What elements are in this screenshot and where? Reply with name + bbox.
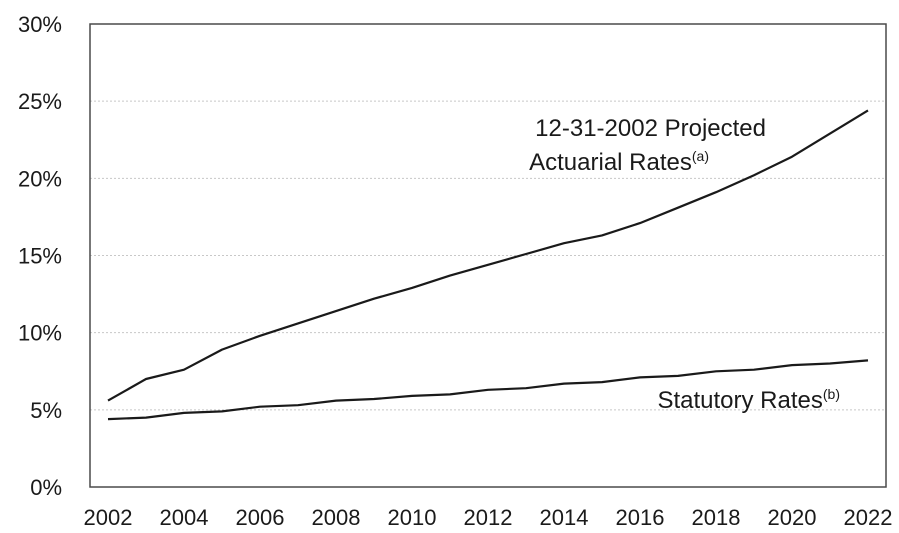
series-lines (107, 109, 869, 421)
series-line-statutory-rates (107, 359, 869, 421)
series-label-statutory-footnote: (b) (823, 386, 840, 402)
x-tick-label: 2012 (464, 505, 513, 530)
x-tick-label: 2014 (540, 505, 589, 530)
series-label-actuarial-footnote: (a) (692, 148, 709, 164)
x-axis: 2002 2004 2006 2008 2010 2012 2014 2016 2018 2020… (84, 505, 893, 530)
y-tick-label: 5% (30, 398, 62, 423)
series-line-actuarial-rates (107, 109, 869, 402)
series-label-actuarial-line2: Actuarial Rates(a) (529, 148, 709, 176)
grid-lines (90, 100, 886, 411)
x-tick-label: 2016 (616, 505, 665, 530)
x-tick-label: 2020 (768, 505, 817, 530)
x-tick-label: 2002 (84, 505, 133, 530)
x-tick-label: 2018 (692, 505, 741, 530)
series-label-statutory: Statutory Rates(b) (657, 386, 840, 414)
y-tick-label: 15% (18, 244, 62, 269)
series-label-actuarial-line1: 12-31-2002 Projected (535, 115, 766, 142)
y-tick-label: 0% (30, 475, 62, 500)
y-tick-label: 25% (18, 89, 62, 114)
x-tick-label: 2010 (388, 505, 437, 530)
plot-area (89, 23, 887, 488)
y-tick-label: 30% (18, 12, 62, 37)
x-tick-label: 2004 (160, 505, 209, 530)
x-tick-label: 2006 (236, 505, 285, 530)
x-tick-label: 2008 (312, 505, 361, 530)
y-tick-label: 10% (18, 321, 62, 346)
y-tick-label: 20% (18, 166, 62, 191)
x-tick-label: 2022 (844, 505, 893, 530)
y-axis: 0% 5% 10% 15% 20% 25% 30% (18, 12, 62, 500)
